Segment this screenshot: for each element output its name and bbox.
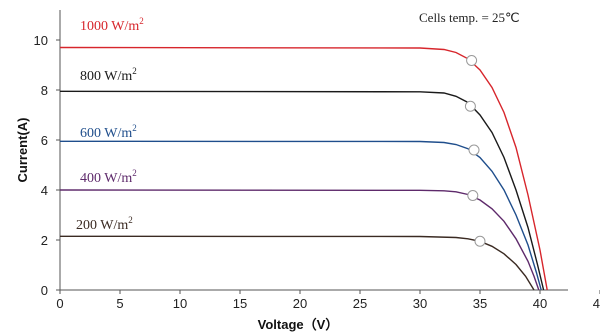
series-lines <box>59 46 548 291</box>
series-line-200 <box>59 235 535 291</box>
series-label-superscript: 2 <box>132 168 137 178</box>
series-label-text: 600 W/m <box>80 126 132 141</box>
series-label-superscript: 2 <box>132 66 137 76</box>
y-tick-label: 4 <box>41 183 48 198</box>
x-tick-labels: 0 5 10 15 20 25 30 35 40 45 <box>56 290 600 311</box>
cells-temp-annotation: Cells temp. = 25℃ <box>419 10 520 25</box>
x-axis-title: Voltage（V） <box>258 317 339 332</box>
y-tick-label: 0 <box>41 283 48 298</box>
x-tick-label: 20 <box>293 296 307 311</box>
x-tick-label: 10 <box>173 296 187 311</box>
series-label-text: 400 W/m <box>80 171 132 186</box>
series-label-text: 200 W/m <box>76 218 128 233</box>
series-label-superscript: 2 <box>139 16 144 26</box>
y-tick-label: 8 <box>41 83 48 98</box>
x-tick-label: 5 <box>116 296 123 311</box>
series-label-superscript: 2 <box>128 215 133 225</box>
series-label-800: 800 W/m2 <box>80 66 137 84</box>
x-tick-label: 40 <box>533 296 547 311</box>
series-label-600: 600 W/m2 <box>80 123 137 141</box>
series-label-superscript: 2 <box>132 123 137 133</box>
x-tick-label: 35 <box>473 296 487 311</box>
mpp-marker-200 <box>474 235 486 247</box>
series-label-200: 200 W/m2 <box>76 215 133 233</box>
x-tick-label: 15 <box>233 296 247 311</box>
series-line-400 <box>59 189 540 291</box>
series-line-600 <box>59 140 542 291</box>
series-label-text: 800 W/m <box>80 69 132 84</box>
series-line-1000 <box>59 46 548 291</box>
y-axis-title: Current(A) <box>15 118 30 183</box>
mpp-marker-800 <box>464 100 476 112</box>
y-tick-label: 6 <box>41 133 48 148</box>
mpp-marker-1000 <box>466 55 478 66</box>
mpp-markers <box>464 55 486 247</box>
y-tick-label: 10 <box>34 33 48 48</box>
x-tick-label: 45 <box>593 296 600 311</box>
mpp-marker-400 <box>467 190 479 201</box>
mpp-marker-600 <box>468 144 480 156</box>
series-label-text: 1000 W/m <box>80 19 139 34</box>
series-label-400: 400 W/m2 <box>80 168 137 186</box>
y-tick-labels: 0 2 4 6 8 10 <box>34 33 60 298</box>
x-tick-label: 30 <box>413 296 427 311</box>
series-line-800 <box>59 90 545 291</box>
axes <box>59 10 568 291</box>
x-tick-label: 0 <box>56 296 63 311</box>
y-tick-label: 2 <box>41 233 48 248</box>
x-tick-label: 25 <box>353 296 367 311</box>
series-label-1000: 1000 W/m2 <box>80 16 144 34</box>
